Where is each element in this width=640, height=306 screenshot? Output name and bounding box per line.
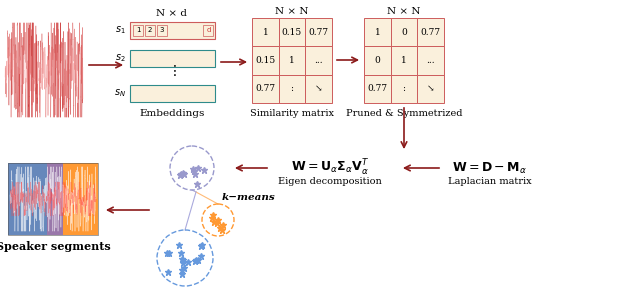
Text: Embeddings: Embeddings [140, 109, 205, 118]
Bar [364, 46, 390, 75]
Text: 3: 3 [160, 28, 164, 33]
Text: ↘: ↘ [315, 84, 323, 93]
Text: 1: 1 [262, 28, 268, 37]
Bar [390, 18, 417, 46]
Text: N × d: N × d [157, 9, 188, 17]
Bar [417, 18, 444, 46]
Text: 0.77: 0.77 [255, 84, 275, 93]
Bar [252, 46, 278, 75]
Bar [390, 75, 417, 103]
Text: 0: 0 [374, 56, 380, 65]
Text: 2: 2 [148, 28, 152, 33]
Bar [8, 163, 47, 235]
Bar [133, 25, 143, 36]
Text: Pruned & Symmetrized: Pruned & Symmetrized [346, 109, 462, 118]
Text: N × N: N × N [275, 6, 308, 16]
Text: 0.15: 0.15 [255, 56, 275, 65]
Text: Similarity matrix: Similarity matrix [250, 109, 334, 118]
Bar [390, 46, 417, 75]
Text: :: : [403, 84, 406, 93]
Bar [47, 163, 63, 235]
Bar [252, 18, 278, 46]
Text: $s_1$: $s_1$ [115, 24, 126, 36]
Bar [305, 75, 332, 103]
Bar [417, 75, 444, 103]
Text: $\vdots$: $\vdots$ [167, 62, 177, 77]
Text: 0.77: 0.77 [367, 84, 387, 93]
Bar [305, 46, 332, 75]
Text: :: : [291, 84, 294, 93]
Text: ...: ... [314, 56, 323, 65]
Text: 0: 0 [401, 28, 407, 37]
Bar [8, 163, 98, 235]
Text: 1: 1 [401, 56, 407, 65]
Text: 0.77: 0.77 [308, 28, 329, 37]
Text: $\mathbf{W} = \mathbf{U}_{\alpha}\mathbf{\Sigma}_{\alpha}\mathbf{V}_{\alpha}^{T}: $\mathbf{W} = \mathbf{U}_{\alpha}\mathbf… [291, 158, 369, 178]
Text: N × N: N × N [387, 6, 420, 16]
Text: 0.15: 0.15 [282, 28, 302, 37]
Bar [130, 22, 215, 39]
Text: k−means: k−means [222, 193, 276, 203]
Bar [364, 18, 390, 46]
Bar [63, 163, 98, 235]
Bar [278, 18, 305, 46]
Text: ↘: ↘ [427, 84, 435, 93]
Text: 1: 1 [136, 28, 140, 33]
Bar [145, 25, 155, 36]
Text: Laplacian matrix: Laplacian matrix [448, 177, 532, 186]
Text: 0.77: 0.77 [420, 28, 441, 37]
Text: Speaker segments: Speaker segments [0, 241, 110, 252]
Bar [364, 75, 390, 103]
Bar [130, 50, 215, 67]
Text: ...: ... [426, 56, 435, 65]
Text: $s_N$: $s_N$ [114, 88, 126, 99]
Bar [203, 25, 213, 36]
Text: $\mathbf{W} = \mathbf{D} - \mathbf{M}_{\alpha}$: $\mathbf{W} = \mathbf{D} - \mathbf{M}_{\… [452, 160, 527, 176]
Bar [305, 18, 332, 46]
Text: Eigen decomposition: Eigen decomposition [278, 177, 382, 186]
Bar [417, 46, 444, 75]
Bar [157, 25, 167, 36]
Bar [278, 46, 305, 75]
Text: $s_2$: $s_2$ [115, 53, 126, 64]
Bar [252, 75, 278, 103]
Text: d: d [207, 28, 211, 33]
Text: 1: 1 [289, 56, 295, 65]
Text: 1: 1 [374, 28, 380, 37]
Bar [278, 75, 305, 103]
Bar [130, 85, 215, 102]
